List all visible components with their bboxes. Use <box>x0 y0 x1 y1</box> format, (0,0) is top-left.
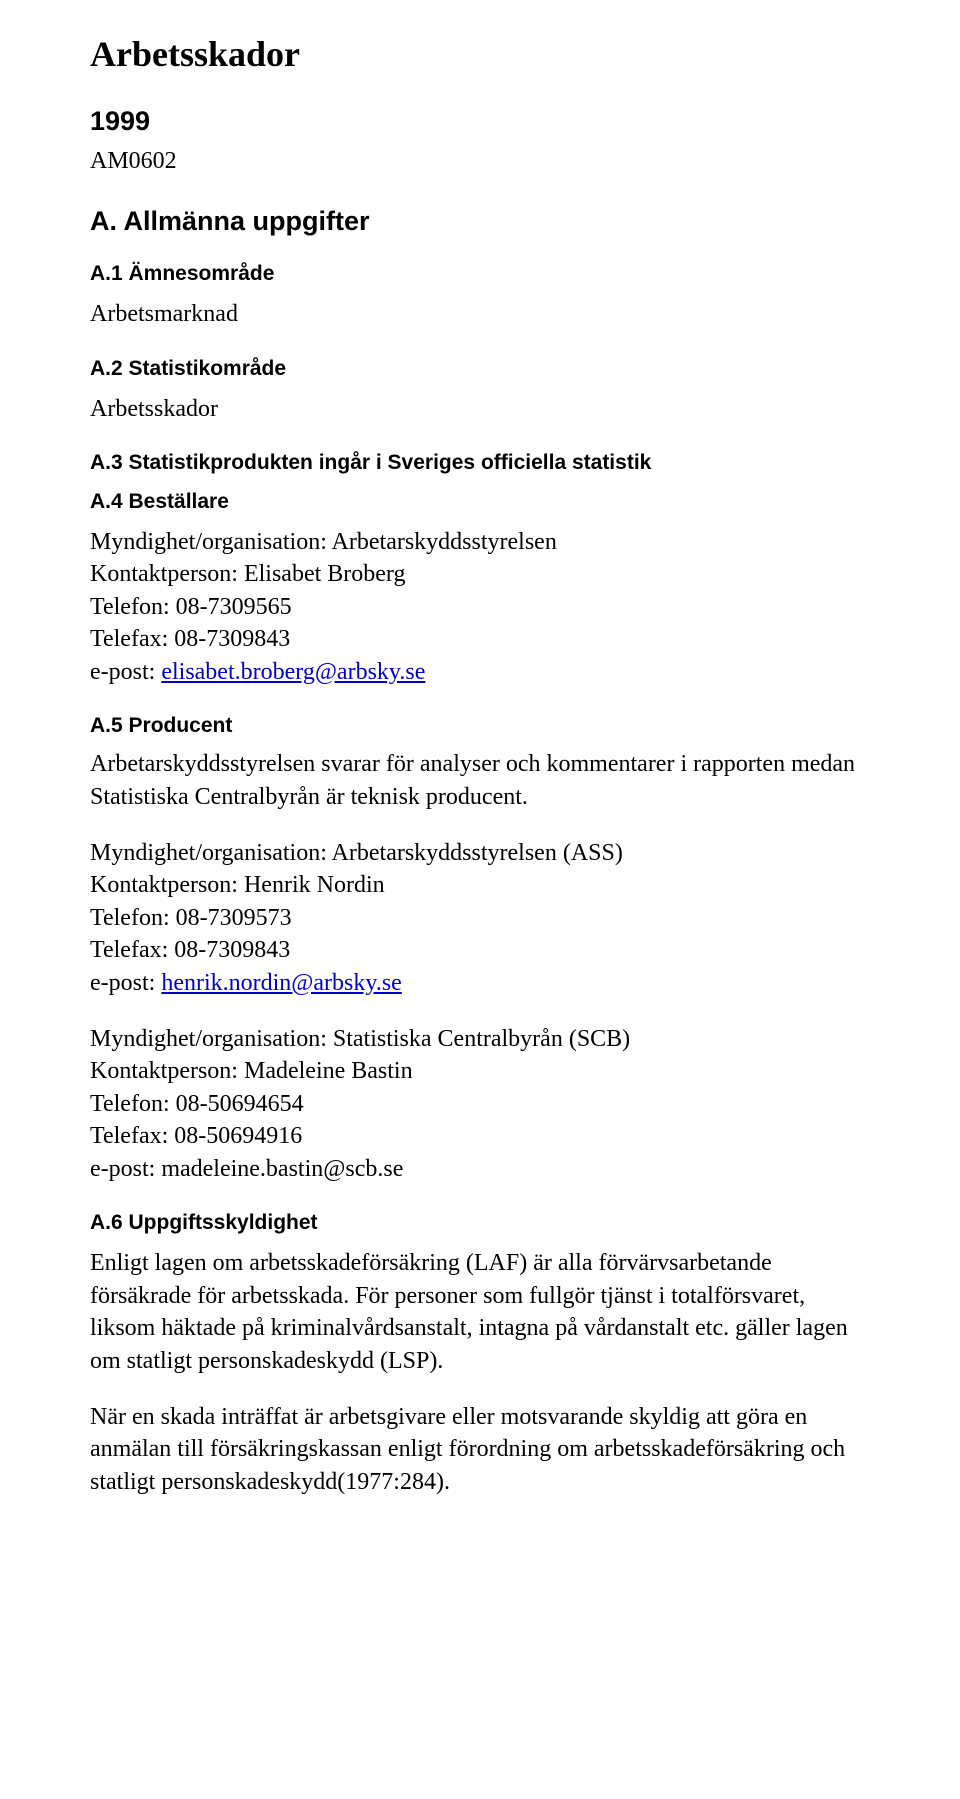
a6-heading: A.6 Uppgiftsskyldighet <box>90 1209 870 1237</box>
a5-b2-email-line: e-post: madeleine.bastin@scb.se <box>90 1153 870 1185</box>
document-title: Arbetsskador <box>90 30 870 79</box>
a5-b1-fax: Telefax: 08-7309843 <box>90 934 870 966</box>
a4-email-link[interactable]: elisabet.broberg@arbsky.se <box>161 659 425 685</box>
a5-b2-contact: Kontaktperson: Madeleine Bastin <box>90 1055 870 1087</box>
a5-b1-contact: Kontaktperson: Henrik Nordin <box>90 869 870 901</box>
a4-org: Myndighet/organisation: Arbetarskyddssty… <box>90 526 870 558</box>
a5-b1-email-link[interactable]: henrik.nordin@arbsky.se <box>161 970 402 996</box>
a4-contact-block: Myndighet/organisation: Arbetarskyddssty… <box>90 526 870 688</box>
a5-intro: Arbetarskyddsstyrelsen svarar för analys… <box>90 748 870 813</box>
a5-b2-phone: Telefon: 08-50694654 <box>90 1088 870 1120</box>
a6-p2: När en skada inträffat är arbetsgivare e… <box>90 1401 870 1498</box>
a2-text: Arbetsskador <box>90 393 870 425</box>
a5-b1-org: Myndighet/organisation: Arbetarskyddssty… <box>90 837 870 869</box>
a4-heading: A.4 Beställare <box>90 488 870 516</box>
a1-heading: A.1 Ämnesområde <box>90 260 870 288</box>
a5-b2-org: Myndighet/organisation: Statistiska Cent… <box>90 1023 870 1055</box>
a5-b2-fax: Telefax: 08-50694916 <box>90 1120 870 1152</box>
a5-heading: A.5 Producent <box>90 712 870 740</box>
a5-block2: Myndighet/organisation: Statistiska Cent… <box>90 1023 870 1185</box>
a4-contact: Kontaktperson: Elisabet Broberg <box>90 558 870 590</box>
a5-b1-phone: Telefon: 08-7309573 <box>90 902 870 934</box>
a5-b1-email-line: e-post: henrik.nordin@arbsky.se <box>90 967 870 999</box>
a4-fax: Telefax: 08-7309843 <box>90 623 870 655</box>
document-year: 1999 <box>90 103 870 139</box>
a5-b1-email-label: e-post: <box>90 970 161 996</box>
section-a-heading: A. Allmänna uppgifter <box>90 203 870 239</box>
a4-phone: Telefon: 08-7309565 <box>90 591 870 623</box>
a5-block1: Myndighet/organisation: Arbetarskyddssty… <box>90 837 870 999</box>
a4-email-line: e-post: elisabet.broberg@arbsky.se <box>90 656 870 688</box>
a6-p1: Enligt lagen om arbetsskadeförsäkring (L… <box>90 1247 870 1377</box>
document-code: AM0602 <box>90 145 870 177</box>
a4-email-label: e-post: <box>90 659 161 685</box>
a1-text: Arbetsmarknad <box>90 298 870 330</box>
a3-heading: A.3 Statistikprodukten ingår i Sveriges … <box>90 449 870 477</box>
a2-heading: A.2 Statistikområde <box>90 355 870 383</box>
